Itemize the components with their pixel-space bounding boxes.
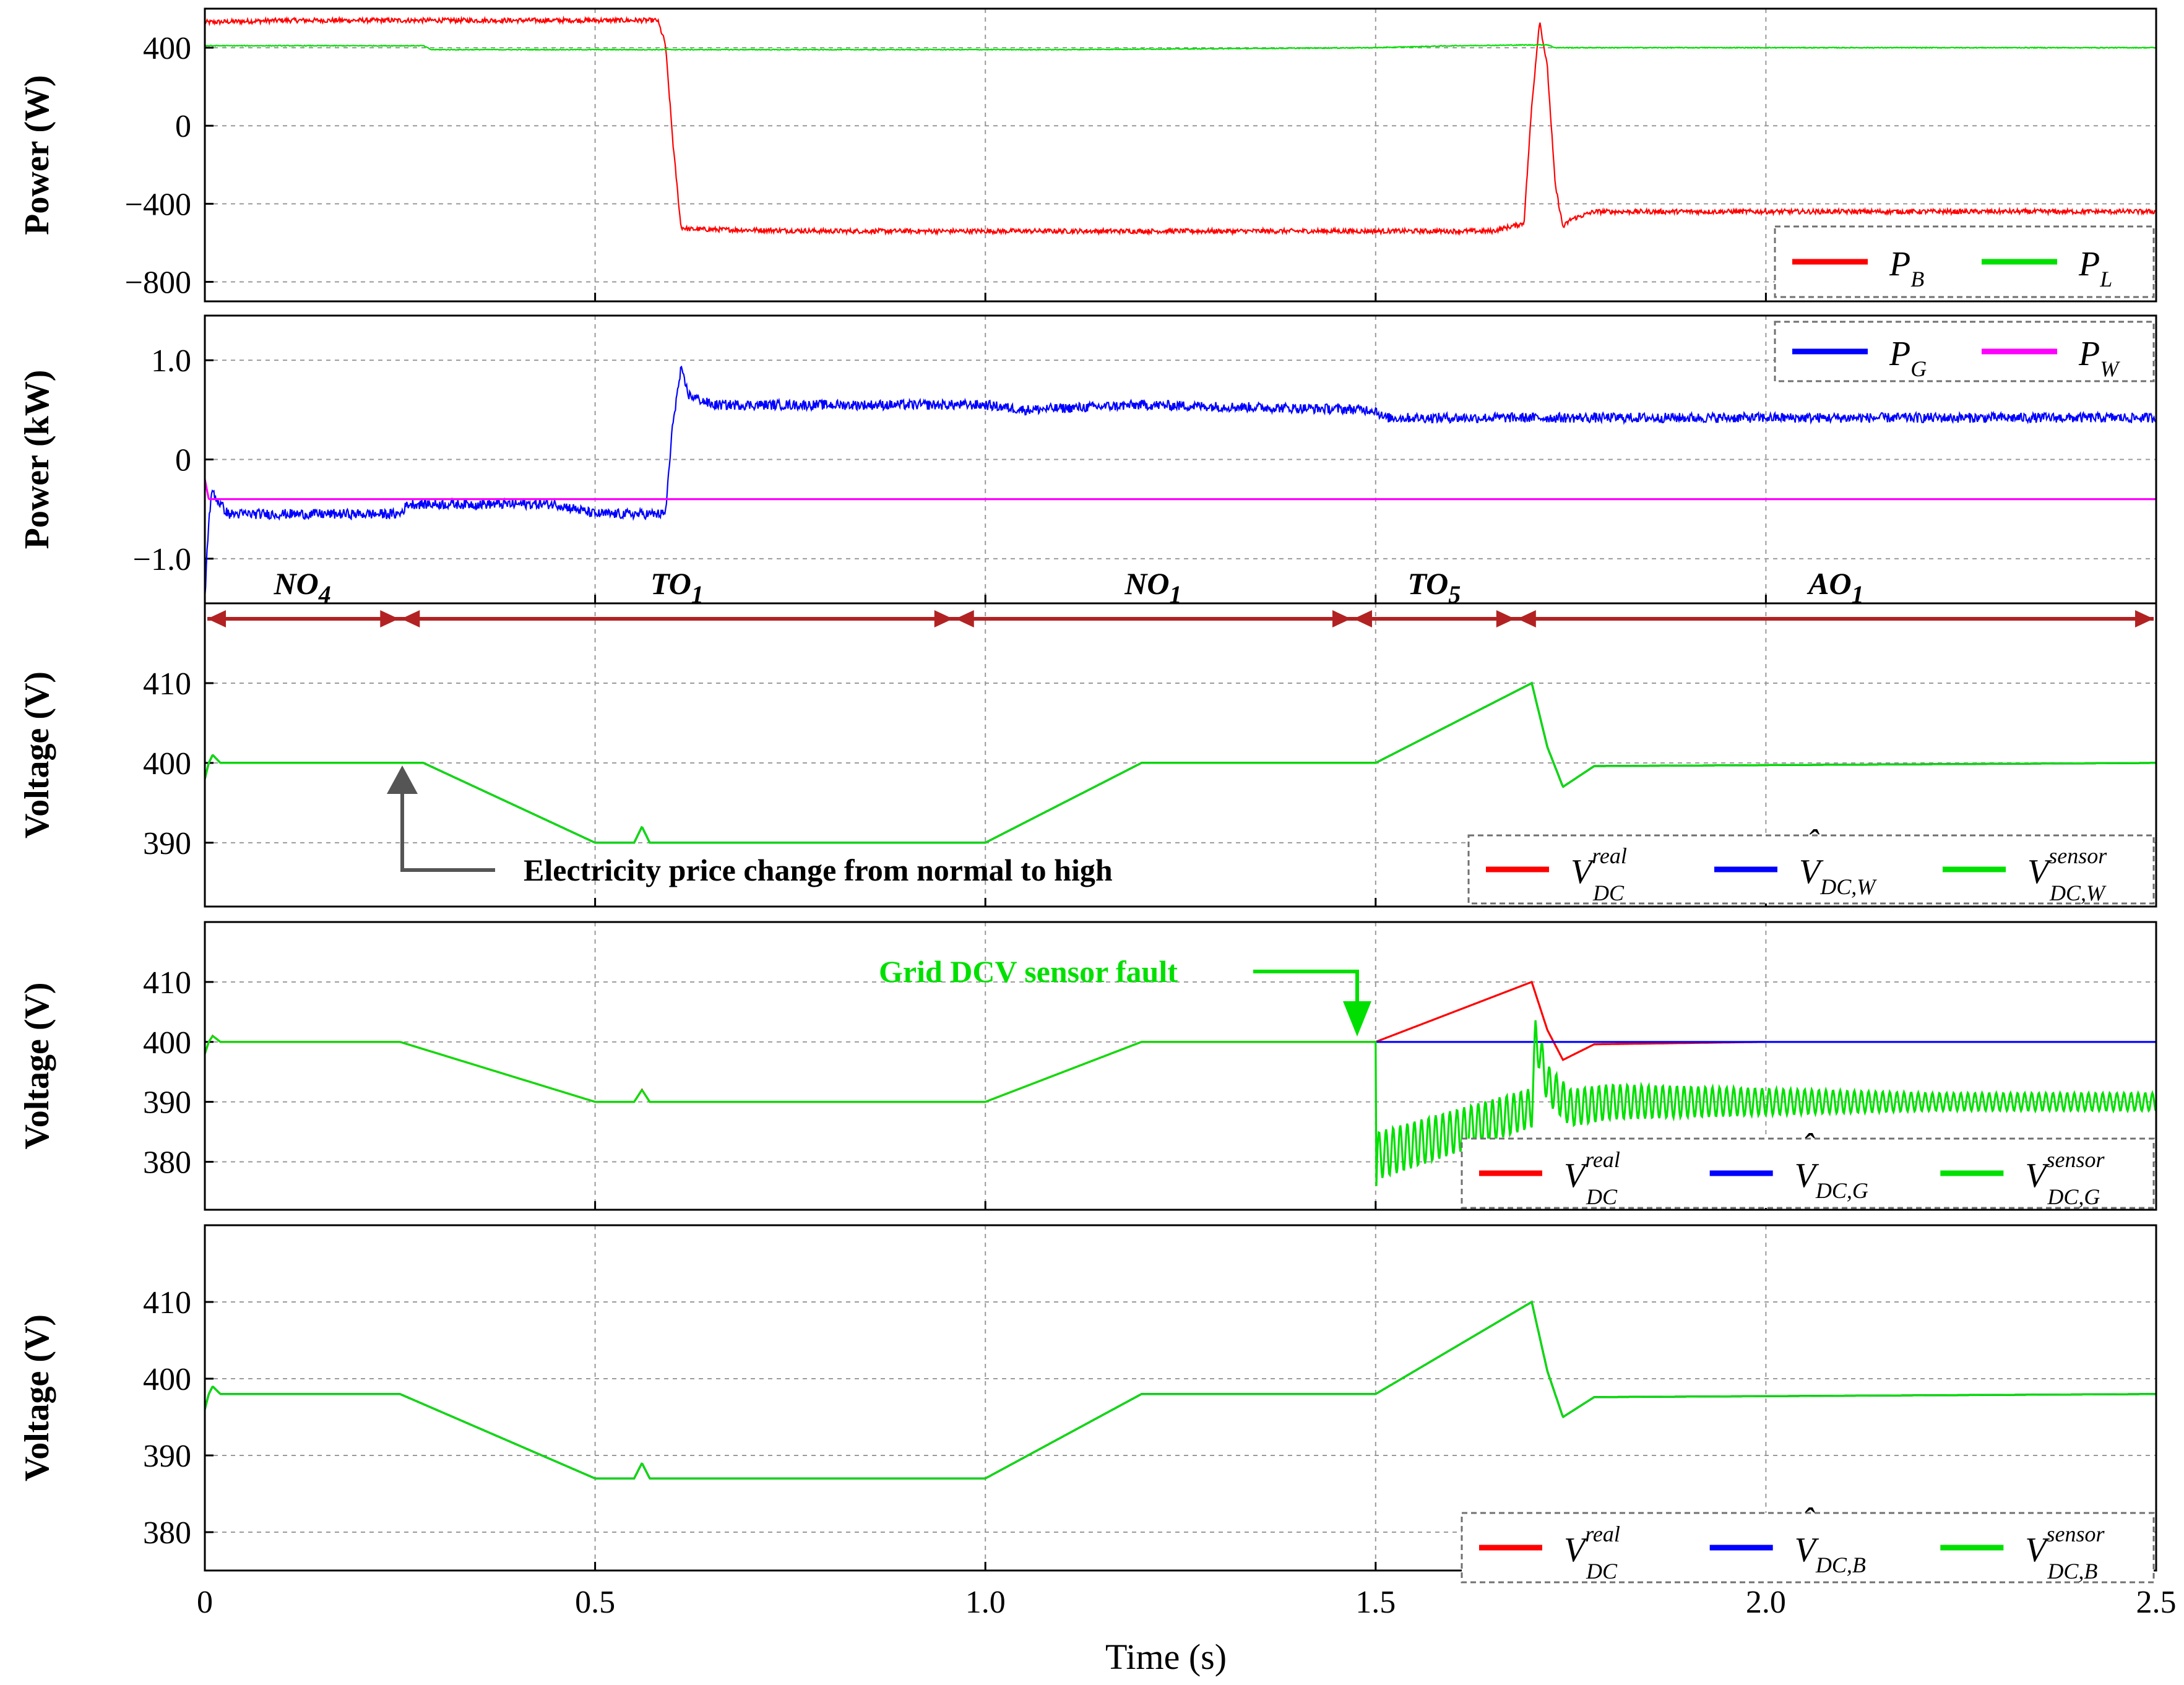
y-tick-label: 400: [143, 746, 191, 782]
y-tick-label: −400: [125, 187, 191, 222]
price-change-annotation: Electricity price change from normal to …: [387, 765, 1113, 887]
price-change-arrow: [400, 794, 495, 872]
legend-box: [1461, 1137, 2155, 1209]
y-tick-label: 390: [143, 1439, 191, 1474]
arrowhead-icon: [955, 610, 974, 627]
series-line-V-DC-real: [205, 1300, 2156, 1480]
y-axis-label: Voltage (V): [18, 1314, 56, 1481]
panel-1: 400 0 −400 −800 Power (W) PB PL: [18, 7, 2157, 303]
legend-label: PW: [2078, 335, 2120, 381]
arrowhead-icon: [380, 610, 399, 627]
y-tick-label: 410: [143, 666, 191, 702]
series-line-V-DCW-sensor: [205, 681, 2156, 844]
arrowhead-icon: [1496, 610, 1515, 627]
arrowhead-icon: [1517, 610, 1536, 627]
y-axis-label: Power (W): [18, 75, 56, 235]
x-tick-label: 0.5: [575, 1585, 615, 1620]
legend-label: Vsensor DC,W: [2027, 843, 2107, 905]
y-axis-label: Voltage (V): [18, 671, 56, 838]
arrowhead-icon: [207, 610, 226, 627]
arrowhead-icon: [1353, 610, 1372, 627]
y-tick-label: 1.0: [151, 343, 191, 379]
legend: Vreal DC VDC,Wˆ Vsensor DC,W: [1467, 823, 2155, 905]
legend-hat: ˆ: [1802, 1127, 1815, 1165]
legend: Vreal DC VDC,Bˆ Vsensor DC,B: [1461, 1501, 2155, 1584]
arrowhead-icon: [2135, 610, 2154, 627]
x-tick-label: 1.5: [1355, 1585, 1396, 1620]
legend-label: Vsensor DC,B: [2025, 1522, 2105, 1584]
legend-box: [1467, 834, 2155, 905]
series-line-V-DCG-sensor: [205, 1020, 2156, 1186]
arrowhead-icon: [1332, 610, 1351, 627]
y-axis-label: Voltage (V): [18, 982, 56, 1149]
mode-label: NO4: [274, 566, 331, 608]
legend-box: [1774, 225, 2155, 298]
y-tick-label: 380: [143, 1515, 191, 1551]
legend-label: Vreal DC: [1571, 843, 1627, 905]
series-line-P-G: [205, 365, 2156, 598]
y-tick-label: 390: [143, 826, 191, 861]
panel-2: 1.0 0 −1.0 Power (kW) PG PW: [18, 314, 2157, 605]
down-arrow-icon: [1343, 1001, 1371, 1036]
x-tick-label: 2.5: [2136, 1585, 2177, 1620]
y-tick-label: 0: [175, 443, 191, 478]
plot-frame: [204, 1224, 2157, 1572]
series-line-V-DCB-sensor: [205, 1300, 2156, 1480]
panel-4: 410 400 390 380 Voltage (V) Vreal DC VDC,Gˆ Vsen…: [18, 921, 2157, 1211]
panel-5: 410 400 390 380 Voltage (V) Vreal DC VDC,Bˆ Vsen…: [18, 1224, 2157, 1584]
legend-hat: ˆ: [1802, 1501, 1815, 1540]
y-tick-label: −1.0: [133, 542, 191, 577]
y-axis-label: Power (kW): [18, 370, 56, 549]
legend-label: VDC,W: [1799, 853, 1877, 899]
legend-hat: ˆ: [1806, 823, 1819, 861]
legend: Vreal DC VDC,Gˆ Vsensor DC,G: [1461, 1127, 2155, 1209]
sensor-fault-label: Grid DCV sensor fault: [879, 954, 1178, 989]
panel-3: 410 400 390 Voltage (V) Vreal DC VDC,Wˆ Vsensor…: [18, 602, 2157, 908]
mode-label: AO1: [1806, 566, 1863, 608]
up-arrow-icon: [387, 765, 418, 794]
series-line-P-L: [205, 43, 2156, 51]
mode-label: NO1: [1124, 566, 1181, 608]
legend-box: [1461, 1512, 2155, 1584]
y-tick-label: 410: [143, 965, 191, 1001]
y-tick-label: 0: [175, 109, 191, 144]
sensor-fault-annotation: Grid DCV sensor fault: [879, 954, 1371, 1036]
panels: 400 0 −400 −800 Power (W) PB PL 1.0 0 −1.0 Power (…: [18, 7, 2177, 1620]
y-tick-label: 390: [143, 1085, 191, 1121]
x-tick-label: 0: [197, 1585, 213, 1620]
x-tick-label: 2.0: [1746, 1585, 1786, 1620]
legend-label: PL: [2078, 245, 2112, 291]
y-tick-label: −800: [125, 265, 191, 300]
arrowhead-icon: [401, 610, 420, 627]
y-tick-label: 400: [143, 31, 191, 66]
plot-frame: [204, 921, 2157, 1211]
y-tick-label: 400: [143, 1025, 191, 1061]
legend: PB PL: [1774, 225, 2155, 298]
legend: PG PW: [1774, 321, 2155, 382]
series-line-P-W: [205, 479, 2156, 501]
series-line-P-B: [205, 15, 2156, 236]
legend-label: VDC,G: [1795, 1157, 1868, 1203]
plot-frame: [204, 602, 2157, 908]
legend-label: PB: [1889, 245, 1924, 291]
x-axis-label: Time (s): [1105, 1637, 1227, 1677]
x-tick-label: 1.0: [965, 1585, 1006, 1620]
sensor-fault-arrow: [1253, 970, 1359, 1002]
legend-label: Vreal DC: [1564, 1522, 1620, 1584]
legend-label: Vreal DC: [1564, 1147, 1620, 1209]
y-tick-label: 400: [143, 1362, 191, 1397]
legend-label: PG: [1889, 335, 1927, 381]
legend-label: VDC,B: [1795, 1531, 1866, 1577]
series-line-V-DCB-hat: [205, 1300, 2156, 1480]
mode-label: TO1: [650, 566, 704, 608]
legend-label: Vsensor DC,G: [2025, 1147, 2105, 1209]
mode-timeline: NO4 TO1 NO1 TO5 AO1: [207, 566, 2154, 627]
mode-label: TO5: [1408, 566, 1461, 608]
y-tick-label: 410: [143, 1285, 191, 1321]
arrowhead-icon: [934, 610, 953, 627]
price-change-label: Electricity price change from normal to …: [524, 853, 1113, 887]
plot-frame: [204, 7, 2157, 303]
y-tick-label: 380: [143, 1145, 191, 1181]
